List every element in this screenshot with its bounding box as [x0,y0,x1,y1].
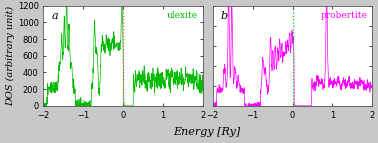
Y-axis label: DOS (arbitrary unit): DOS (arbitrary unit) [6,6,15,106]
Text: a: a [51,11,58,21]
Text: Energy [Ry]: Energy [Ry] [174,127,241,137]
Text: b: b [221,11,228,21]
Text: ulexite: ulexite [167,11,198,20]
Text: probertite: probertite [321,11,367,20]
